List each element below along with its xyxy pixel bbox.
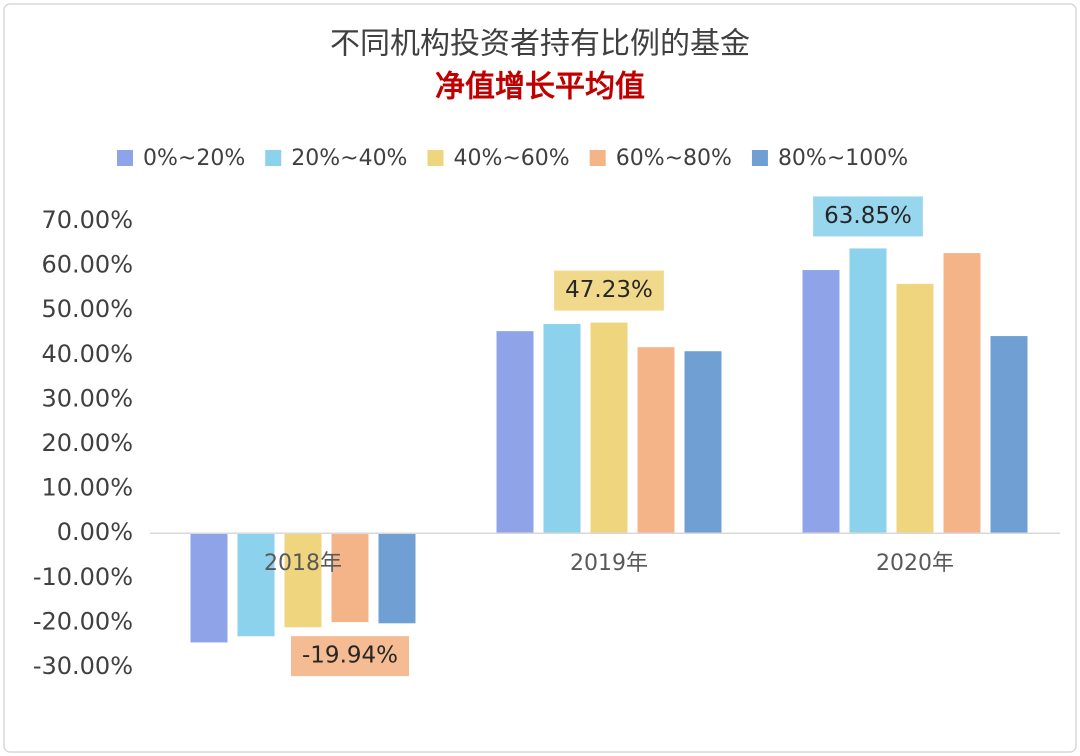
data-label: 47.23% [565,277,653,303]
y-tick-label: 0.00% [57,518,133,546]
x-tick-label: 2020年 [876,551,954,576]
y-tick-label: 40.00% [41,340,133,368]
y-tick-label: 20.00% [41,429,133,457]
data-label-box [291,636,409,677]
legend-swatch [265,150,282,166]
bar [896,283,934,534]
chart-title: 不同机构投资者持有比例的基金 [330,27,750,62]
bar [849,248,887,534]
bar [378,533,416,624]
legend-label: 40%~60% [453,146,569,171]
legend-label: 80%~100% [778,146,908,171]
y-tick-label: 70.00% [41,206,133,234]
y-tick-label: 50.00% [41,295,133,323]
bar [990,336,1028,534]
bar [543,324,581,534]
data-label: -19.94% [302,643,398,669]
legend-swatch [589,150,606,166]
legend-label: 0%~20% [143,146,245,171]
x-tick-label: 2018年 [264,551,342,576]
data-label: 63.85% [824,203,912,229]
y-tick-label: 10.00% [41,474,133,502]
legend-label: 60%~80% [616,146,732,171]
bar [637,347,675,534]
bar [331,533,369,623]
legend-label: 20%~40% [291,146,407,171]
y-tick-label: 60.00% [41,251,133,279]
chart-subtitle: 净值增长平均值 [435,70,645,105]
bar [284,533,322,628]
legend-swatch [117,150,133,166]
bar [943,253,981,534]
y-tick-label: -20.00% [33,607,133,635]
data-label-box [554,270,664,311]
y-tick-label: -30.00% [33,652,133,680]
bar [496,331,534,534]
legend-swatch [427,150,444,166]
data-label-box [813,196,923,237]
bar [590,322,628,534]
legend-swatch [751,150,768,166]
y-tick-label: 30.00% [41,384,133,412]
x-tick-label: 2019年 [570,551,648,576]
bar [237,533,275,637]
bar [684,351,722,534]
bar [802,270,840,534]
y-tick-label: -10.00% [33,563,133,591]
bar [190,533,228,643]
